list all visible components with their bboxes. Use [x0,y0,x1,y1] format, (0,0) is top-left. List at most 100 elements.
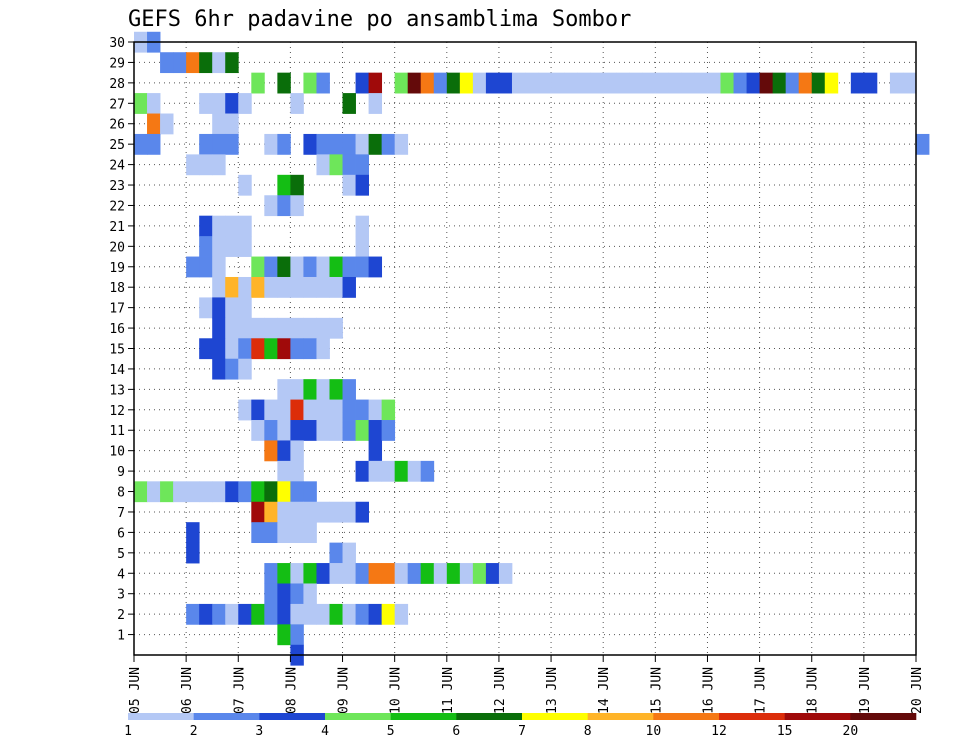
precip-cell [303,379,317,400]
precip-cell [277,256,291,278]
precip-cell [368,563,383,584]
precip-cell [720,72,734,94]
precip-cell [433,563,448,584]
y-tick-label: 19 [109,261,125,276]
precip-cell [212,317,226,339]
legend-label: 7 [518,724,526,739]
legend-swatch [653,713,720,720]
precip-cell [303,522,317,544]
legend-label: 3 [255,724,263,739]
y-tick-label: 26 [109,118,125,133]
y-tick-label: 23 [109,179,125,194]
precip-cell [277,133,291,155]
precip-cell [355,501,369,523]
precip-cell [316,317,330,339]
precip-cell [212,215,226,237]
legend-label: 10 [646,724,662,739]
precip-cell [329,399,343,421]
x-tick-label: 12 JUN [493,667,508,714]
precip-cell [485,72,500,94]
precip-cell [225,317,239,339]
x-tick-label: 19 JUN [858,667,873,714]
precip-cell [420,563,435,584]
precip-cell [303,317,317,339]
precip-cell [225,358,239,380]
precip-cell [199,236,213,257]
chart-title: GEFS 6hr padavine po ansamblima Sombor [128,7,631,32]
precip-cell [238,338,252,360]
precip-cell [342,93,356,114]
precip-cell [290,195,304,217]
precip-cell [433,72,448,94]
precip-cell [538,72,552,94]
precip-cell [381,603,396,625]
precip-cell [225,276,239,298]
precip-cell [355,399,369,421]
x-tick-label: 11 JUN [441,667,456,714]
precip-cell [394,603,409,625]
precip-cell [238,236,252,257]
x-tick-label: 17 JUN [754,667,769,714]
precip-cell [277,379,291,400]
legend-swatch [784,713,851,720]
precip-cell [173,481,187,503]
legend-swatch [193,713,260,720]
precip-cell [355,133,369,155]
precip-cell [264,317,278,339]
precip-cell [290,481,304,503]
precip-cell [303,563,317,584]
precip-cell [264,195,278,217]
precip-cell [134,93,148,114]
legend-swatch [259,713,326,720]
precip-cell [212,236,226,257]
precip-cell [212,603,226,625]
precip-cell [329,542,343,564]
precip-cell [199,133,213,155]
precip-cell [446,72,461,94]
precip-cell [564,72,578,94]
precip-cell [264,501,278,523]
precip-cell [329,256,343,278]
legend-swatch [522,713,588,720]
precip-cell [642,72,656,94]
precip-cell [225,93,239,114]
precip-cell [264,276,278,298]
precip-cell [407,72,422,94]
precip-cell [251,399,265,421]
precip-cell [160,52,174,74]
precip-cell [238,399,252,421]
precip-cell [251,481,265,503]
precip-cell [277,440,291,462]
precip-cell [407,460,422,482]
precip-cell [225,603,239,625]
precip-cell [316,154,330,176]
precip-cell [199,297,213,319]
precip-cell [290,276,304,298]
precip-cell [381,460,396,482]
precip-cell [746,72,760,94]
y-tick-label: 15 [109,343,125,358]
precip-cell [199,256,213,278]
precip-cell [264,399,278,421]
precip-cell [225,297,239,319]
precip-cell [329,276,343,298]
legend-swatch [456,713,523,720]
precip-cell [251,603,265,625]
precip-cell [303,603,317,625]
precip-cell [355,215,369,237]
precip-cell [251,276,265,298]
precip-cell [733,72,747,94]
legend-swatch [850,713,917,720]
y-tick-label: 9 [117,465,125,480]
precip-cell [759,72,774,94]
precip-cell [212,52,226,74]
precip-cell [277,583,291,605]
x-tick-label: 05 JUN [128,667,143,714]
precip-cell [225,215,239,237]
y-tick-label: 13 [109,383,125,398]
y-tick-label: 10 [109,445,125,460]
precip-cell [251,72,265,94]
precip-cell [889,72,904,94]
precip-cell [316,420,330,441]
